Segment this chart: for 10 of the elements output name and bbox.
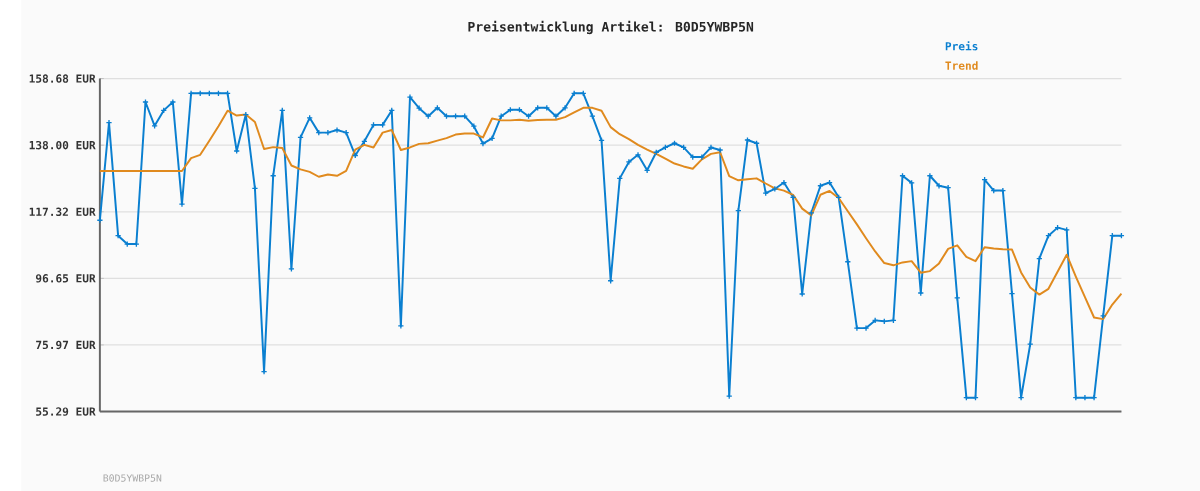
y-tick-label: 96.65 EUR	[35, 274, 96, 283]
text: Trend	[945, 61, 978, 70]
text: B0D5YWBP5N	[103, 474, 162, 482]
text: Preis	[945, 41, 978, 51]
y-tick-label: 55.29 EUR	[36, 407, 96, 416]
y-tick-label: 117.32 EUR	[29, 207, 96, 216]
y-tick-label: 75.97 EUR	[36, 340, 96, 350]
chart-title: Preisentwicklung Artikel: B0D5YWBP5N	[468, 20, 754, 35]
y-tick-label: 138.00 EUR	[29, 140, 96, 150]
y-tick-label: 158.68 EUR	[29, 74, 96, 83]
